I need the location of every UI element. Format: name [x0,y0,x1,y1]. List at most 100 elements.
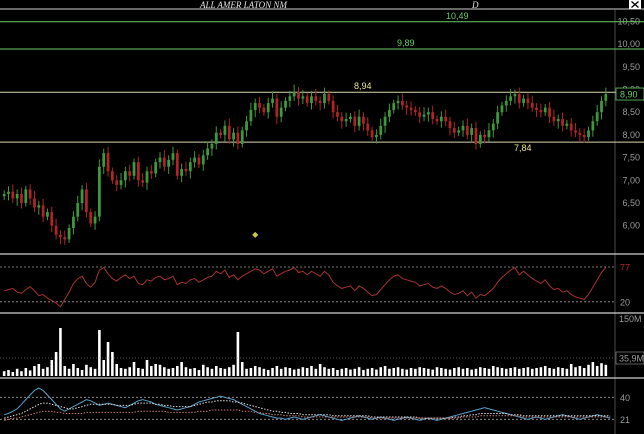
candle-body [530,103,534,108]
oscillator-1-panel: 77 20 [0,263,630,308]
candle-body [504,100,508,106]
candle-body [33,198,36,208]
volume-bar [80,370,84,376]
volume-bar [401,368,404,376]
volume-bar [578,366,582,376]
volume-bar [318,364,322,376]
volume-bar [20,371,23,376]
price-panel: 10,5010,009,509,008,508,007,507,006,506,… [0,11,644,245]
candle-body [123,171,127,181]
volume-bar [297,368,300,376]
volume-bar [526,367,530,376]
candle-body [336,112,339,117]
candle-body [548,107,551,117]
volume-bar [171,368,175,376]
candle-body [266,103,270,113]
volume-bar [210,368,214,376]
volume-bar [89,367,93,376]
candle-body [314,96,318,101]
candle-body [258,103,261,108]
candle-body [522,98,525,104]
volume-bar [227,367,231,376]
candle-body [600,100,603,113]
candle-body [517,94,521,104]
candle-body [197,157,201,165]
last-price-label: 8,90 [620,90,638,100]
candle-body [426,112,430,115]
candle-body [271,98,274,104]
volume-bar [76,368,80,376]
volume-bar [188,368,192,376]
candle-body [223,125,227,135]
candle-body [478,134,482,144]
volume-bar [180,362,183,376]
volume-bar [249,368,253,376]
candle-body [76,203,80,217]
candle-body [236,132,240,144]
candle-body [54,225,58,235]
candle-body [106,153,110,172]
volume-bar [604,364,608,376]
close-icon-glyph[interactable] [631,1,639,8]
period-label: D [471,0,479,10]
candle-body [249,109,253,122]
volume-bar [41,368,45,376]
volume-bar [158,364,162,376]
candle-body [578,132,582,135]
candle-body [418,112,422,117]
volume-bar [414,368,417,376]
volume-bar [491,366,495,376]
volume-bar [93,368,97,376]
volume-bar [453,368,456,376]
volume-bar [292,369,296,376]
candle-body [413,109,417,113]
candle-body [262,107,266,113]
volume-bar [63,366,67,376]
candle-body [370,130,374,138]
candle-body [72,216,75,229]
candle-body [392,103,396,110]
candle-body [331,100,335,113]
volume-bar [427,368,430,376]
candle-body [253,103,257,110]
candle-body [305,96,309,104]
level-label: 8,94 [354,81,372,91]
osc1-line [4,266,607,308]
price-tick-label: 6,00 [622,221,640,231]
volume-bar [331,368,335,376]
volume-bar [574,367,577,376]
candle-body [175,153,179,176]
volume-bar [141,368,144,376]
candle-body [401,100,404,106]
volume-bar [119,368,123,376]
candle-body [59,234,62,238]
volume-bar [310,366,313,376]
volume-bar [440,368,443,376]
volume-bar [54,352,58,376]
close-icon[interactable] [629,0,641,9]
candle-body [297,91,300,99]
volume-bar [184,367,188,376]
volume-bar [543,366,547,376]
marker-diamond [252,231,259,238]
volume-bar [466,368,469,376]
candle-body [574,130,577,133]
volume-bar [137,368,140,376]
volume-bar [561,368,564,376]
level-label: 10,49 [446,11,469,21]
volume-bar [102,360,106,376]
level-label: 9,89 [397,38,415,48]
volume-bar [366,368,370,376]
candle-body [457,130,461,133]
candle-body [310,96,313,104]
volume-bar [409,368,413,376]
volume-bar [305,368,309,376]
candle-body [232,132,235,140]
volume-bar [214,366,218,376]
candle-body [388,109,391,117]
volume-bar [418,367,422,376]
price-tick-label: 7,00 [622,175,640,185]
candle-body [119,180,123,185]
